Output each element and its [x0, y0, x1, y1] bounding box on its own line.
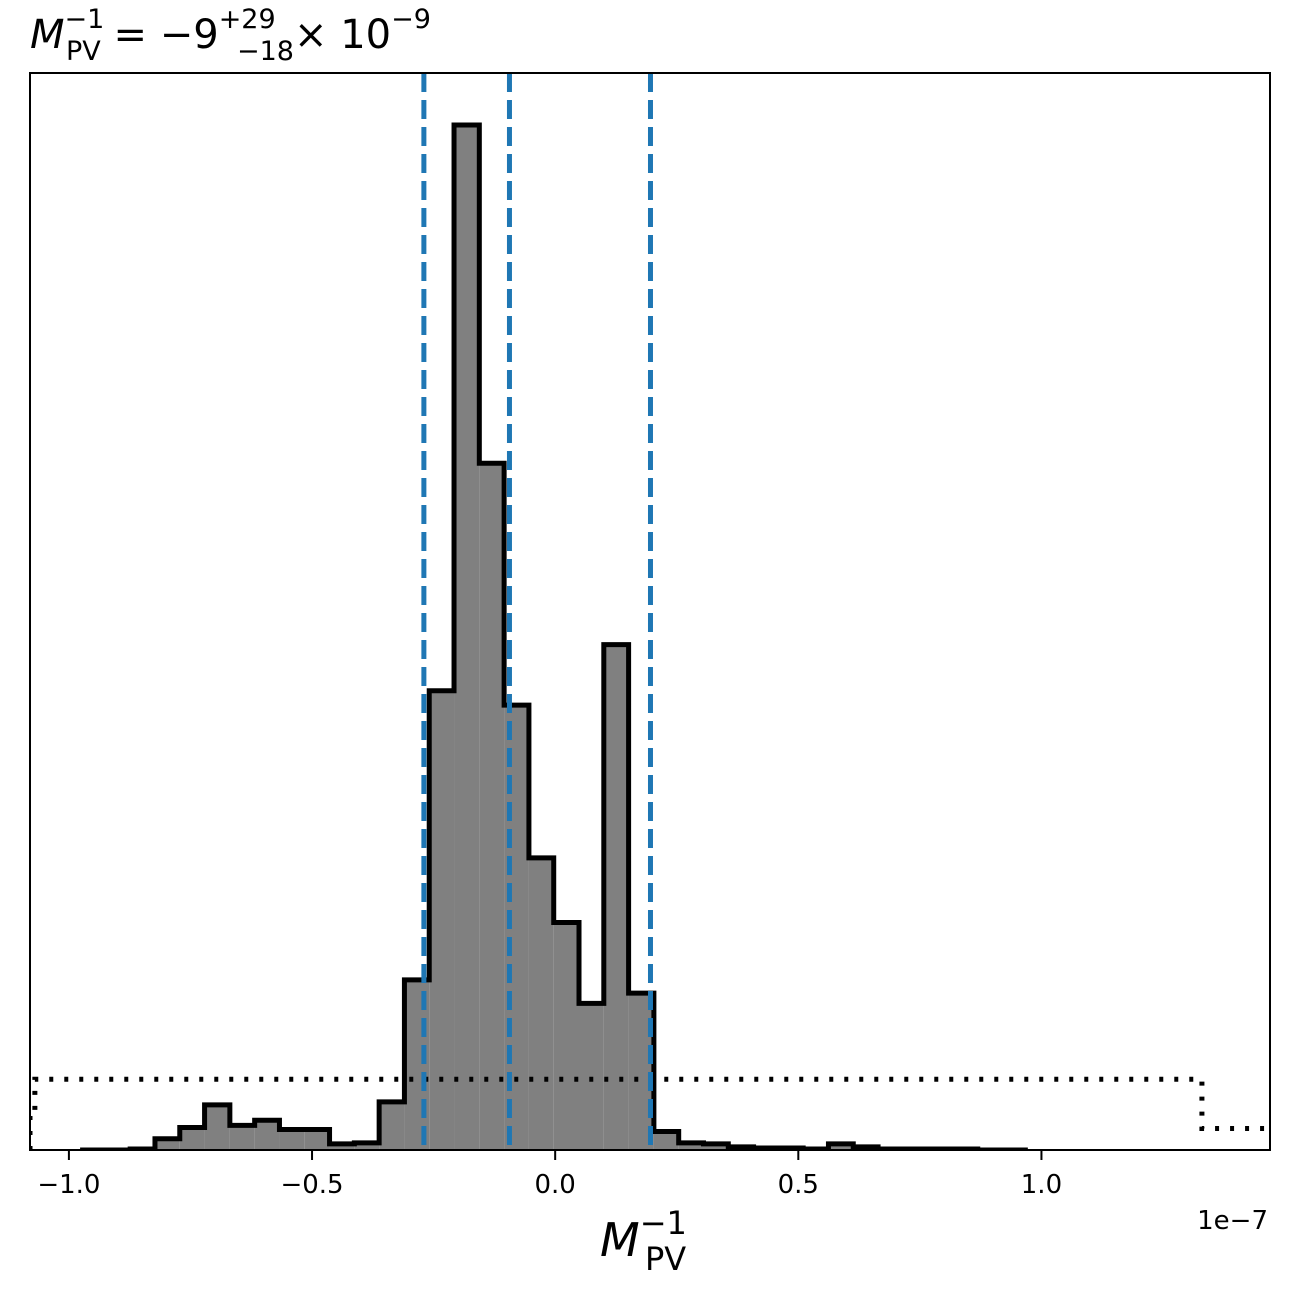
histogram-bar [429, 690, 455, 1150]
x-axis-ticks: −1.0 −0.5 0.0 0.5 1.0 [37, 1150, 1062, 1200]
x-offset-label: 1e−7 [1197, 1206, 1268, 1236]
title-equals: = [101, 12, 160, 58]
xlabel-sup: −1 [640, 1204, 687, 1242]
histogram-bar [254, 1120, 280, 1150]
histogram-bar [354, 1142, 380, 1150]
histogram-bars [130, 125, 978, 1150]
histogram-bar [154, 1138, 180, 1150]
histogram-bar [179, 1127, 205, 1150]
title-median: −9 [160, 12, 219, 58]
title-err-plus: +29 [219, 4, 276, 35]
chart-title: M−1 PV = −9+29 −18× 10−9 [30, 4, 431, 67]
histogram-bar [653, 1131, 679, 1150]
plot-area [30, 73, 1270, 1150]
histogram-bar [579, 1003, 604, 1150]
title-symbol: M [30, 12, 65, 58]
quantile-lines [421, 73, 653, 1150]
histogram-outline [80, 122, 1028, 1150]
histogram-bar [479, 463, 505, 1150]
histogram-bar [454, 125, 480, 1150]
histogram-bar [379, 1101, 405, 1150]
x-tick-label: 1.0 [1021, 1170, 1062, 1200]
histogram-bar [279, 1129, 305, 1150]
title-multiplier: × 10 [294, 12, 391, 58]
title-err-minus: −18 [237, 36, 294, 67]
title-symbol-sup: −1 [65, 4, 105, 35]
x-tick-label: 0.0 [534, 1170, 575, 1200]
xlabel-symbol: M [600, 1213, 640, 1267]
histogram-bar [678, 1142, 704, 1150]
x-tick-label: −0.5 [280, 1170, 343, 1200]
title-exponent: −9 [391, 4, 431, 35]
x-tick-label: −1.0 [37, 1170, 100, 1200]
histogram-bar [828, 1143, 854, 1150]
title-symbol-sub: PV [66, 36, 101, 67]
histogram-bar [329, 1143, 355, 1150]
x-tick-label: 0.5 [778, 1170, 819, 1200]
histogram-bar [703, 1143, 729, 1150]
histogram-bar [553, 922, 580, 1150]
histogram-bar [304, 1129, 330, 1150]
histogram-bar [528, 857, 554, 1150]
histogram-bar [229, 1125, 255, 1150]
prior-step-line [30, 1076, 1270, 1150]
histogram-bar [204, 1104, 230, 1150]
histogram-bar [603, 644, 629, 1150]
x-axis-label: M−1 PV [600, 1204, 687, 1278]
axes-frame [29, 72, 1271, 1151]
xlabel-sub: PV [645, 1240, 686, 1278]
